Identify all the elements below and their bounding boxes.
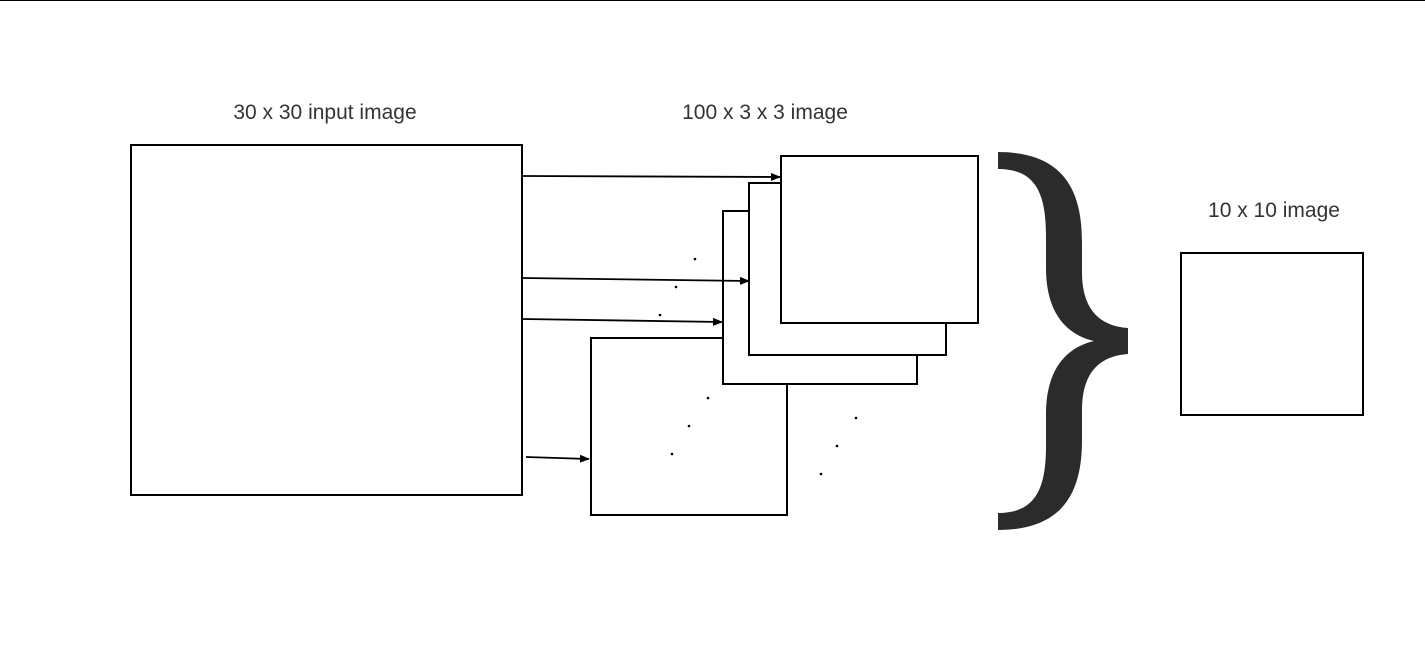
- output-image-box: [1180, 252, 1364, 416]
- arrow-to-back-map: [525, 454, 590, 463]
- arrow-to-front-map: [522, 172, 781, 181]
- ellipsis-dots-inner: [670, 396, 710, 456]
- input-image-box: [130, 144, 523, 496]
- top-border-line: [0, 0, 1425, 1]
- ellipsis-dots-stack: [819, 416, 858, 476]
- arrow-to-second-map: [522, 276, 750, 285]
- stack-image-label: 100 x 3 x 3 image: [682, 101, 848, 124]
- feature-map-front: [780, 155, 979, 324]
- ellipsis-dots-arrows: [658, 257, 697, 317]
- output-image-label: 10 x 10 image: [1208, 199, 1340, 222]
- arrow-to-third-map: [522, 317, 723, 326]
- curly-brace: [998, 152, 1128, 530]
- input-image-label: 30 x 30 input image: [233, 101, 416, 124]
